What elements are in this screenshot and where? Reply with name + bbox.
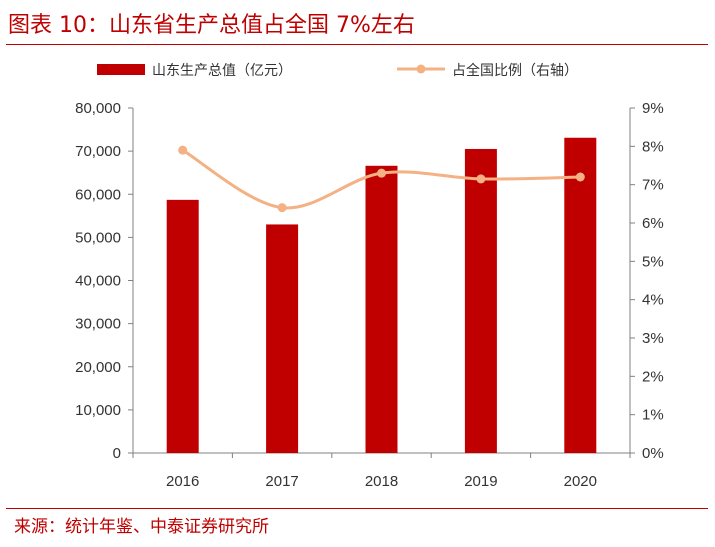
bar: [166, 199, 199, 453]
right-axis-tick-label: 8%: [642, 138, 664, 155]
line-point: [178, 145, 188, 155]
x-axis-tick-label: 2016: [166, 473, 199, 490]
right-axis-tick-label: 1%: [642, 407, 664, 424]
left-axis-tick-label: 20,000: [75, 359, 121, 376]
right-axis-tick-label: 5%: [642, 253, 664, 270]
left-axis-tick-label: 0: [113, 445, 121, 462]
source-divider: [6, 508, 708, 509]
legend: 山东生产总值（亿元） 占全国比例（右轴）: [97, 62, 578, 79]
line-point: [377, 168, 386, 178]
source-note: 来源：统计年鉴、中泰证券研究所: [14, 517, 269, 537]
bar: [564, 137, 597, 453]
legend-line-marker: [416, 64, 426, 74]
legend-line-label: 占全国比例（右轴）: [452, 62, 578, 79]
left-axis-tick-label: 10,000: [75, 402, 121, 419]
bars: [166, 137, 597, 453]
x-axis-tick-label: 2017: [265, 473, 298, 490]
left-axis-tick-label: 70,000: [75, 143, 121, 160]
legend-bar-swatch: [97, 64, 145, 75]
bar: [266, 224, 299, 453]
title-divider: [6, 44, 708, 45]
x-axis-tick-label: 2018: [365, 473, 398, 490]
legend-bar-label: 山东生产总值（亿元）: [152, 63, 292, 79]
right-axis-tick-label: 0%: [642, 445, 664, 462]
line-point: [476, 174, 486, 184]
right-axis-tick-label: 7%: [642, 177, 664, 194]
right-axis-tick-label: 9%: [642, 100, 664, 117]
left-axis-tick-label: 60,000: [75, 186, 121, 203]
x-axis-tick-label: 2019: [464, 473, 497, 490]
right-axis-tick-label: 6%: [642, 215, 664, 232]
left-axis-tick-label: 40,000: [75, 273, 121, 290]
left-axis-tick-label: 80,000: [75, 100, 121, 117]
chart-area: 山东生产总值（亿元） 占全国比例（右轴） 0 10,000 20,000 30,000…: [75, 62, 664, 490]
x-axis-tick-label: 2020: [564, 473, 597, 490]
line-point: [277, 203, 287, 213]
right-axis-tick-label: 2%: [642, 368, 664, 385]
right-axis-tick-label: 3%: [642, 330, 664, 347]
axes: 0 10,000 20,000 30,000 40,000 50,000 60,000 70,…: [75, 100, 664, 490]
bar: [365, 165, 398, 453]
right-axis-tick-label: 4%: [642, 292, 664, 309]
chart-title: 图表 10：山东省生产总值占全国 7%左右: [8, 13, 415, 38]
left-axis-tick-label: 30,000: [75, 316, 121, 333]
left-axis-tick-label: 50,000: [75, 229, 121, 246]
line-series: [178, 145, 585, 213]
line-point: [575, 172, 585, 182]
bar: [464, 148, 497, 453]
